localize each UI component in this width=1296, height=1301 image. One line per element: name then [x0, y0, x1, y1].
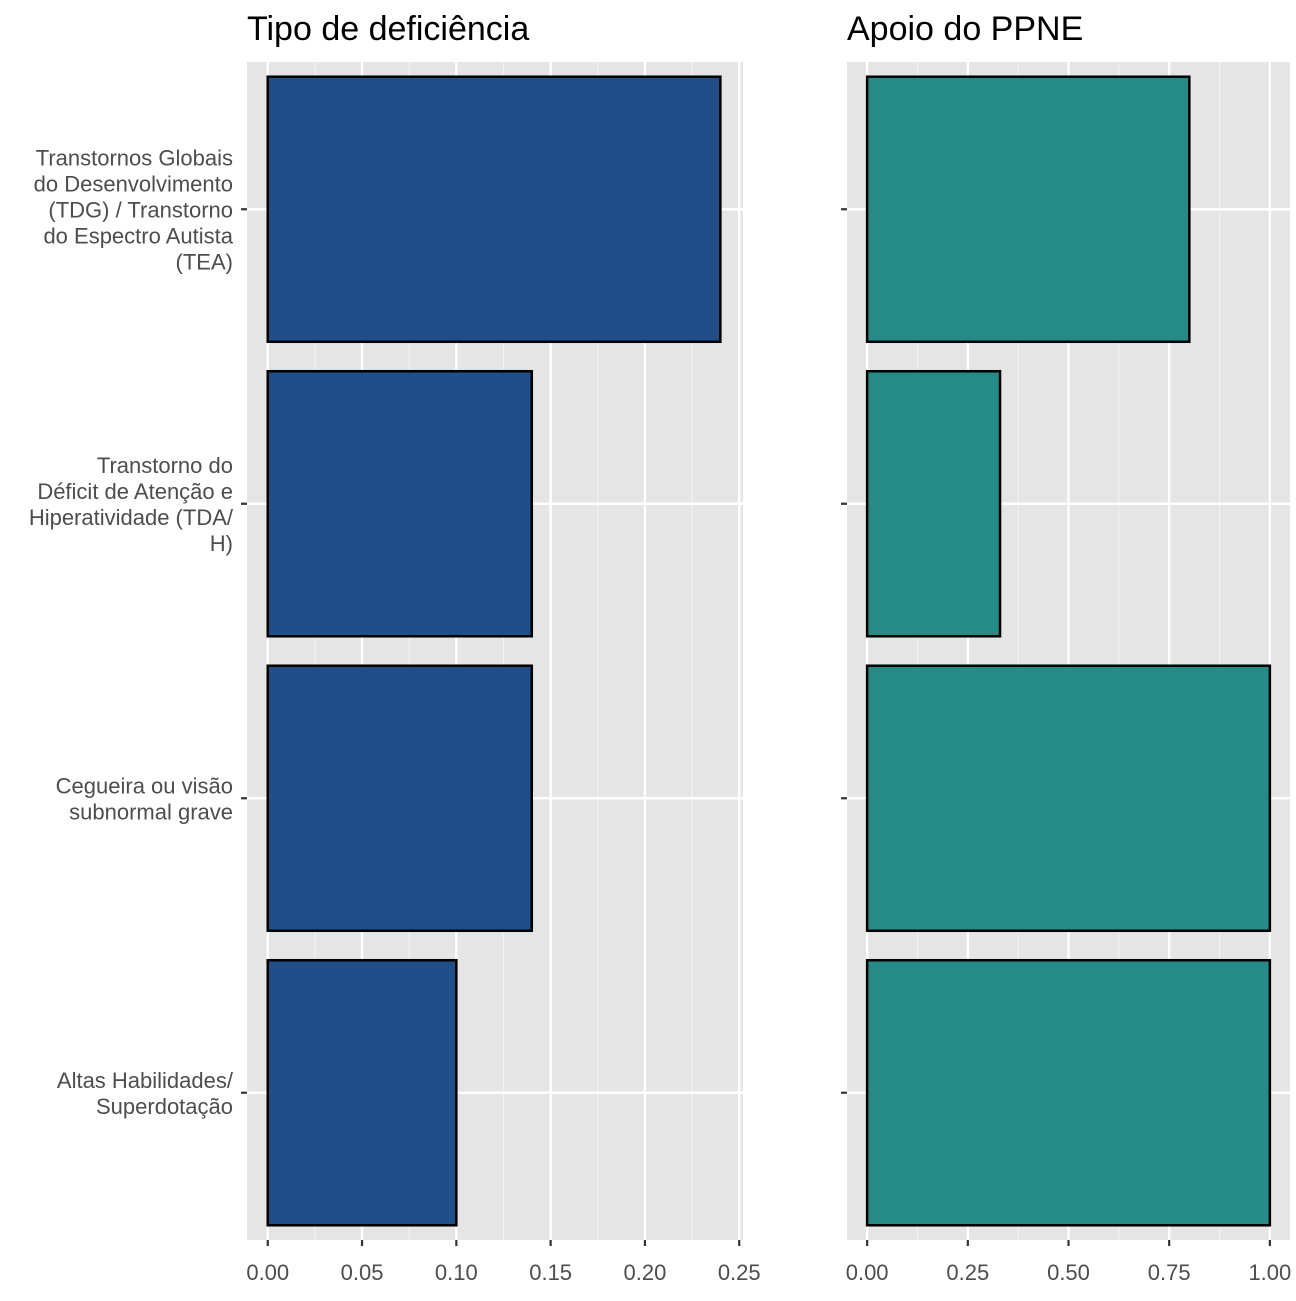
bar-1-0 [865, 75, 1191, 344]
y-tick-label: Superdotação [96, 1094, 233, 1119]
x-tick-label: 1.00 [1248, 1260, 1291, 1285]
panel-title-tipo: Tipo de deficiência [247, 10, 529, 48]
bar-1-1 [865, 369, 1002, 638]
x-tick-label: 0.50 [1047, 1260, 1090, 1285]
x-tick-label: 0.15 [529, 1260, 572, 1285]
x-tick-label: 0.00 [846, 1260, 889, 1285]
bar-0-2 [266, 664, 534, 933]
y-tick-label: H) [210, 531, 233, 556]
y-tick-label: (TDG) / Transtorno [48, 197, 233, 222]
bar-1-3 [865, 958, 1272, 1227]
x-tick-label: 0.05 [341, 1260, 384, 1285]
bar-0-0 [266, 75, 722, 344]
x-tick-label: 0.75 [1148, 1260, 1191, 1285]
y-tick-label: do Espectro Autista [43, 223, 233, 248]
panel-title-apoio: Apoio do PPNE [847, 10, 1083, 48]
y-tick-label: Cegueira ou visão [56, 773, 233, 798]
bar-1-2 [865, 664, 1272, 933]
x-tick-label: 0.00 [246, 1260, 289, 1285]
y-tick-label: do Desenvolvimento [34, 171, 233, 196]
x-tick-label: 0.25 [718, 1260, 761, 1285]
panel-1: 0.00 0.25 0.50 0.75 1.00 [841, 62, 1291, 1285]
y-tick-label: Altas Habilidades/ [57, 1068, 234, 1093]
y-tick-label: subnormal grave [69, 799, 233, 824]
x-tick-label: 0.25 [946, 1260, 989, 1285]
x-tick-label: 0.20 [624, 1260, 667, 1285]
x-tick-label: 0.10 [435, 1260, 478, 1285]
y-tick-label: Déficit de Atenção e [37, 479, 233, 504]
y-tick-label: Transtornos Globais [36, 145, 233, 170]
bar-0-3 [266, 958, 458, 1227]
bar-0-1 [266, 369, 534, 638]
y-tick-label: (TEA) [176, 249, 233, 274]
y-tick-label: Hiperatividade (TDA/ [29, 505, 234, 530]
y-tick-label: Transtorno do [97, 453, 233, 478]
